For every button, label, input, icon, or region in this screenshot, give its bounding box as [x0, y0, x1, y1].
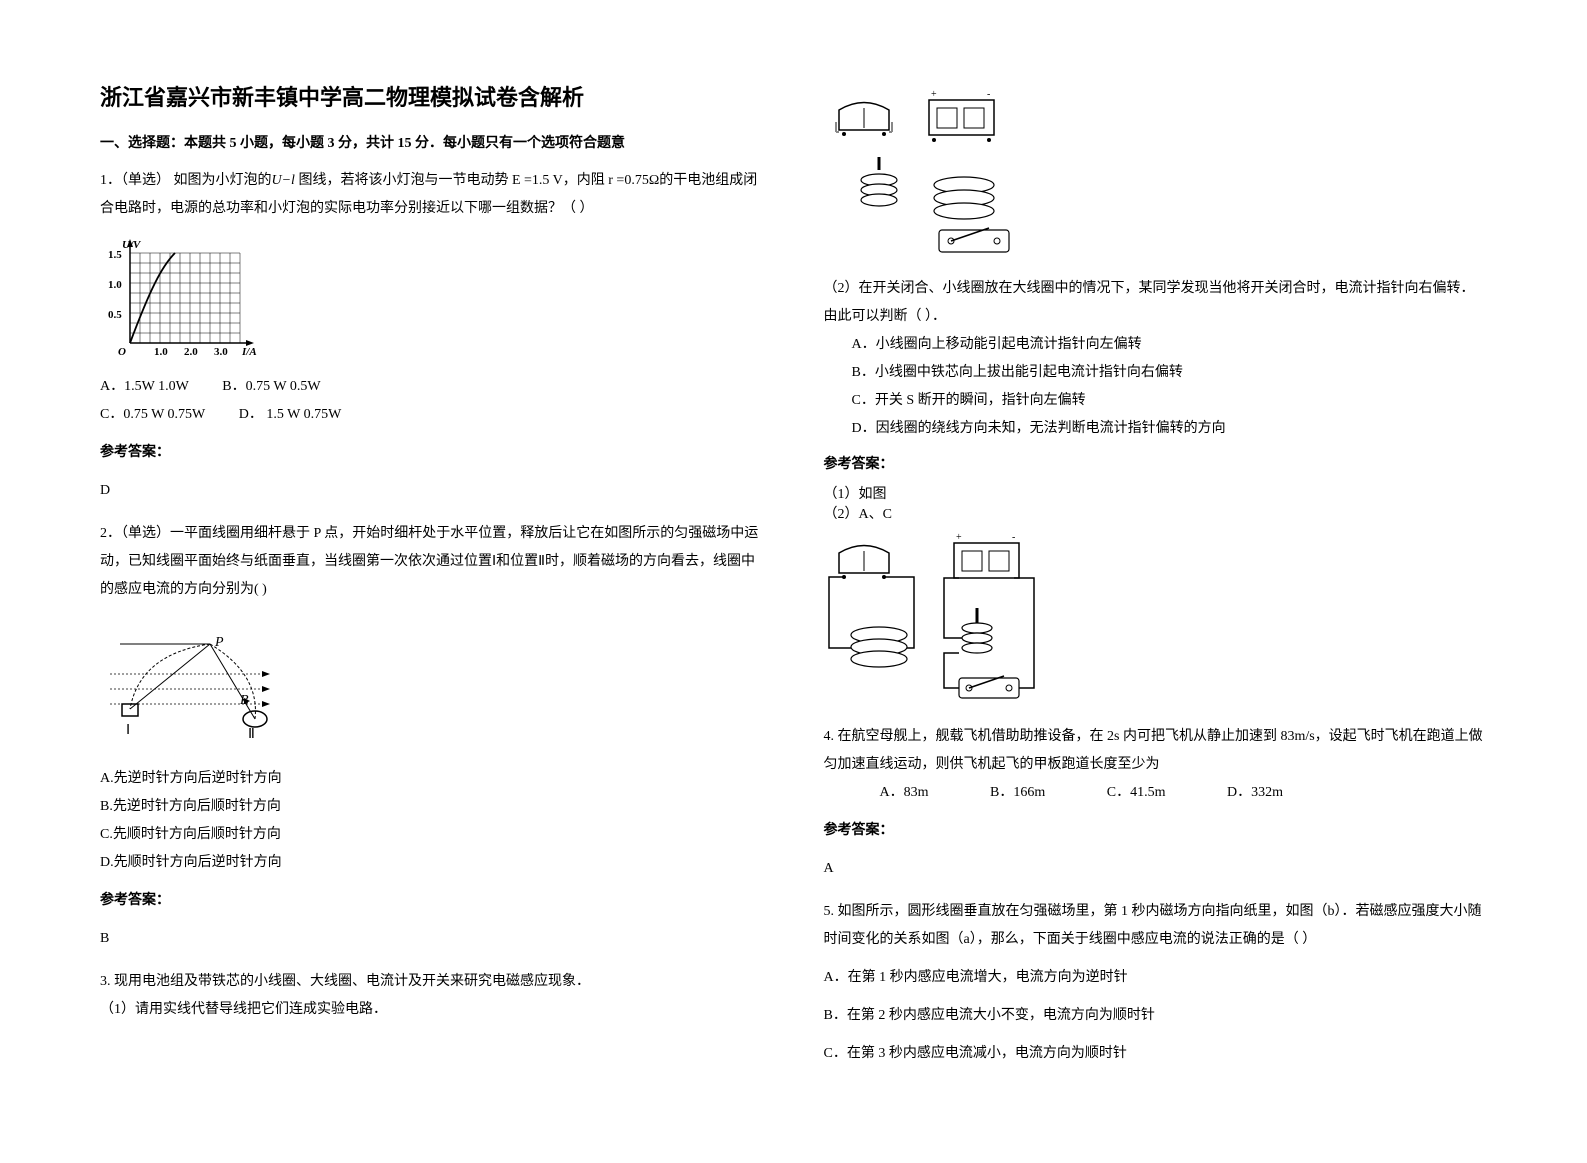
q3-sub2: （2）在开关闭合、小线圈放在大线圈中的情况下，某同学发现当他将开关闭合时，电流计… [824, 275, 1488, 331]
svg-text:O: O [118, 346, 126, 358]
q2-opt-a: A.先逆时针方向后逆时针方向 [100, 765, 764, 793]
question-4: 4. 在航空母舰上，舰载飞机借助助推设备，在 2s 内可把飞机从静止加速到 83… [824, 723, 1488, 883]
q3-sub1: （1）请用实线代替导线把它们连成实验电路． [100, 996, 764, 1024]
q4-answer: A [824, 855, 1488, 883]
q2-figure: P B [100, 614, 764, 755]
q1-uv-chart: U/V 1.5 1.0 0.5 O 1.0 2.0 3.0 I/A [100, 233, 764, 363]
q5-stem: 5. 如图所示，圆形线圈垂直放在匀强磁场里，第 1 秒内磁场方向指向纸里，如图（… [824, 898, 1488, 954]
q4-answer-label: 参考答案： [824, 817, 1488, 845]
q1-stem: 1．（单选） 如图为小灯泡的U−l 图线，若将该小灯泡与一节电动势 E =1.5… [100, 167, 764, 223]
svg-text:0.5: 0.5 [108, 309, 122, 321]
q4-opt-a: A．83m [852, 779, 929, 807]
svg-text:U/V: U/V [122, 239, 142, 251]
question-5: 5. 如图所示，圆形线圈垂直放在匀强磁场里，第 1 秒内磁场方向指向纸里，如图（… [824, 898, 1488, 1068]
q3-opt-a: A．小线圈向上移动能引起电流计指针向左偏转 [824, 331, 1488, 359]
q3-opt-d: D．因线圈的绕线方向未知，无法判断电流计指针偏转的方向 [824, 415, 1488, 443]
q4-stem: 4. 在航空母舰上，舰载飞机借助助推设备，在 2s 内可把飞机从静止加速到 83… [824, 723, 1488, 779]
q2-opt-d: D.先顺时针方向后逆时针方向 [100, 849, 764, 877]
question-3: 3. 现用电池组及带铁芯的小线圈、大线圈、电流计及开关来研究电磁感应现象． （1… [100, 968, 764, 1024]
q1-opt-c: C．0.75 W 0.75W [100, 401, 205, 429]
svg-text:Ⅰ: Ⅰ [126, 723, 130, 738]
svg-text:1.0: 1.0 [108, 279, 122, 291]
q3-ans-1: （1）如图 [824, 483, 1488, 503]
svg-text:3.0: 3.0 [214, 346, 228, 358]
q4-opt-c: C．41.5m [1079, 779, 1166, 807]
q3-options: A．小线圈向上移动能引起电流计指针向左偏转 B．小线圈中铁芯向上拔出能引起电流计… [824, 331, 1488, 443]
q3-answer-label: 参考答案： [824, 453, 1488, 473]
svg-text:+: + [931, 90, 937, 100]
q2-opt-c: C.先顺时针方向后顺时针方向 [100, 821, 764, 849]
q3-answer-figure: +- [824, 533, 1488, 708]
svg-text:1.5: 1.5 [108, 249, 122, 261]
q5-opt-c: C．在第 3 秒内感应电流减小，电流方向为顺时针 [824, 1040, 1488, 1068]
q3-stem: 3. 现用电池组及带铁芯的小线圈、大线圈、电流计及开关来研究电磁感应现象． [100, 968, 764, 996]
q5-opt-a: A．在第 1 秒内感应电流增大，电流方向为逆时针 [824, 964, 1488, 992]
svg-text:-: - [987, 90, 990, 100]
svg-text:2.0: 2.0 [184, 346, 198, 358]
q3-opt-c: C．开关 S 断开的瞬间，指针向左偏转 [824, 387, 1488, 415]
right-column: +- （2）在开关闭合、小线圈放在大线圈 [824, 80, 1488, 1083]
svg-text:1.0: 1.0 [154, 346, 168, 358]
q5-options: A．在第 1 秒内感应电流增大，电流方向为逆时针 B．在第 2 秒内感应电流大小… [824, 964, 1488, 1068]
q2-stem: 2．（单选）一平面线圈用细杆悬于 P 点，开始时细杆处于水平位置，释放后让它在如… [100, 520, 764, 604]
question-2: 2．（单选）一平面线圈用细杆悬于 P 点，开始时细杆处于水平位置，释放后让它在如… [100, 520, 764, 953]
q1-opt-d: D． 1.5 W 0.75W [239, 401, 342, 429]
q1-options: A．1.5W 1.0W B．0.75 W 0.5W C．0.75 W 0.75W… [100, 373, 764, 429]
svg-text:-: - [1012, 533, 1015, 543]
q2-answer-label: 参考答案： [100, 887, 764, 915]
q4-opt-b: B．166m [962, 779, 1045, 807]
q2-options: A.先逆时针方向后逆时针方向 B.先逆时针方向后顺时针方向 C.先顺时针方向后顺… [100, 765, 764, 877]
q3-opt-b: B．小线圈中铁芯向上拔出能引起电流计指针向右偏转 [824, 359, 1488, 387]
q3-answer: （1）如图 （2）A、C +- [824, 483, 1488, 708]
svg-text:I/A: I/A [241, 346, 257, 358]
q3-ans-2: （2）A、C [824, 503, 1488, 523]
q4-opt-d: D．332m [1199, 779, 1283, 807]
question-1: 1．（单选） 如图为小灯泡的U−l 图线，若将该小灯泡与一节电动势 E =1.5… [100, 167, 764, 505]
q2-opt-b: B.先逆时针方向后顺时针方向 [100, 793, 764, 821]
q4-options: A．83m B．166m C．41.5m D．332m [824, 779, 1488, 807]
left-column: 浙江省嘉兴市新丰镇中学高二物理模拟试卷含解析 一、选择题：本题共 5 小题，每小… [100, 80, 764, 1083]
svg-text:Ⅱ: Ⅱ [248, 727, 255, 742]
exam-title: 浙江省嘉兴市新丰镇中学高二物理模拟试卷含解析 [100, 80, 764, 112]
q3-devices-figure: +- [824, 90, 1488, 265]
q2-answer: B [100, 925, 764, 953]
q1-opt-b: B．0.75 W 0.5W [222, 373, 320, 401]
q1-opt-a: A．1.5W 1.0W [100, 373, 189, 401]
svg-text:+: + [956, 533, 962, 543]
q5-opt-b: B．在第 2 秒内感应电流大小不变，电流方向为顺时针 [824, 1002, 1488, 1030]
q1-answer: D [100, 477, 764, 505]
q1-answer-label: 参考答案： [100, 439, 764, 467]
section-heading: 一、选择题：本题共 5 小题，每小题 3 分，共计 15 分．每小题只有一个选项… [100, 132, 764, 152]
